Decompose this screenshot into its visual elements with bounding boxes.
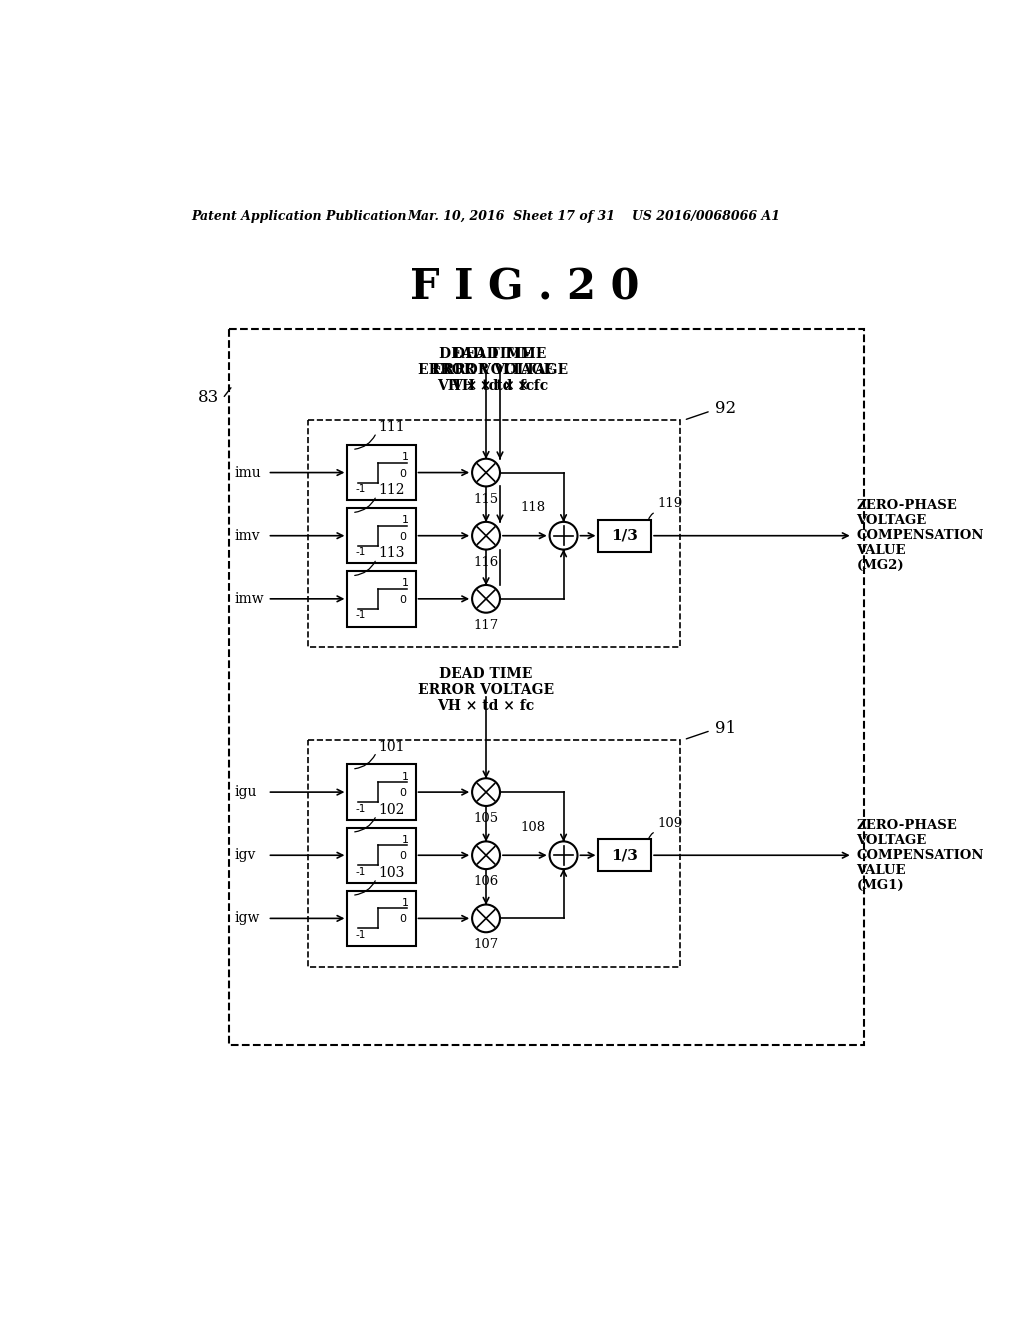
Text: 0: 0	[399, 788, 407, 799]
Text: ZERO-PHASE
VOLTAGE
COMPENSATION
VALUE
(MG2): ZERO-PHASE VOLTAGE COMPENSATION VALUE (M…	[856, 499, 984, 572]
Text: DEAD TIME
ERROR VOLTAGE
VH × td × fc: DEAD TIME ERROR VOLTAGE VH × td × fc	[418, 667, 554, 713]
Polygon shape	[347, 445, 416, 500]
Polygon shape	[598, 520, 651, 552]
Text: Patent Application Publication: Patent Application Publication	[191, 210, 408, 223]
Text: 117: 117	[473, 619, 499, 632]
Text: 1: 1	[401, 772, 409, 781]
Text: 0: 0	[399, 851, 407, 862]
Text: 113: 113	[378, 546, 404, 561]
Text: DEAD TIME
ERROR VOLTAGE
VH × td × fc: DEAD TIME ERROR VOLTAGE VH × td × fc	[418, 347, 554, 393]
Text: -1: -1	[355, 931, 367, 940]
Text: imw: imw	[234, 591, 264, 606]
Text: 115: 115	[473, 492, 499, 506]
Text: 116: 116	[473, 556, 499, 569]
Text: igv: igv	[234, 849, 256, 862]
Polygon shape	[347, 572, 416, 627]
Text: 1: 1	[401, 515, 409, 525]
Circle shape	[472, 841, 500, 869]
Text: 1: 1	[401, 451, 409, 462]
Text: igw: igw	[234, 911, 260, 925]
Text: 1/3: 1/3	[611, 849, 638, 862]
Text: 102: 102	[378, 803, 404, 817]
Text: 1: 1	[401, 834, 409, 845]
Text: -1: -1	[355, 548, 367, 557]
Text: 103: 103	[378, 866, 404, 880]
Text: F I G . 2 0: F I G . 2 0	[410, 267, 640, 309]
Circle shape	[472, 521, 500, 549]
Circle shape	[472, 585, 500, 612]
Text: 109: 109	[657, 817, 683, 830]
Text: -1: -1	[355, 804, 367, 813]
Circle shape	[550, 521, 578, 549]
Text: -1: -1	[355, 484, 367, 494]
Text: 119: 119	[657, 498, 683, 511]
Text: imv: imv	[234, 529, 260, 543]
Text: 111: 111	[378, 420, 404, 434]
Text: 0: 0	[399, 469, 407, 479]
Polygon shape	[347, 508, 416, 564]
Text: US 2016/0068066 A1: US 2016/0068066 A1	[632, 210, 779, 223]
Text: 105: 105	[473, 812, 499, 825]
Text: 0: 0	[399, 532, 407, 541]
Circle shape	[472, 904, 500, 932]
Text: 118: 118	[520, 502, 546, 515]
Circle shape	[472, 779, 500, 807]
Text: igu: igu	[234, 785, 257, 799]
Text: 112: 112	[378, 483, 404, 498]
Text: 1/3: 1/3	[611, 529, 638, 543]
Text: 1: 1	[401, 578, 409, 589]
Polygon shape	[347, 891, 416, 946]
Text: 0: 0	[399, 915, 407, 924]
Polygon shape	[347, 764, 416, 820]
Text: 1: 1	[401, 898, 409, 908]
Text: 92: 92	[715, 400, 736, 417]
Circle shape	[550, 841, 578, 869]
Polygon shape	[598, 840, 651, 871]
Text: 107: 107	[473, 939, 499, 952]
Text: 106: 106	[473, 875, 499, 888]
Text: imu: imu	[234, 466, 262, 479]
Text: 0: 0	[399, 595, 407, 605]
Text: ZERO-PHASE
VOLTAGE
COMPENSATION
VALUE
(MG1): ZERO-PHASE VOLTAGE COMPENSATION VALUE (M…	[856, 818, 984, 892]
Text: 101: 101	[378, 739, 404, 754]
Text: Mar. 10, 2016  Sheet 17 of 31: Mar. 10, 2016 Sheet 17 of 31	[407, 210, 615, 223]
Text: 91: 91	[715, 719, 736, 737]
Text: -1: -1	[355, 867, 367, 876]
Text: -1: -1	[355, 610, 367, 620]
Text: 108: 108	[520, 821, 546, 834]
Text: 83: 83	[199, 388, 219, 405]
Text: DEAD TIME
ERROR VOLTAGE
VH × td × fc: DEAD TIME ERROR VOLTAGE VH × td × fc	[432, 347, 568, 393]
Circle shape	[472, 459, 500, 487]
Polygon shape	[347, 828, 416, 883]
